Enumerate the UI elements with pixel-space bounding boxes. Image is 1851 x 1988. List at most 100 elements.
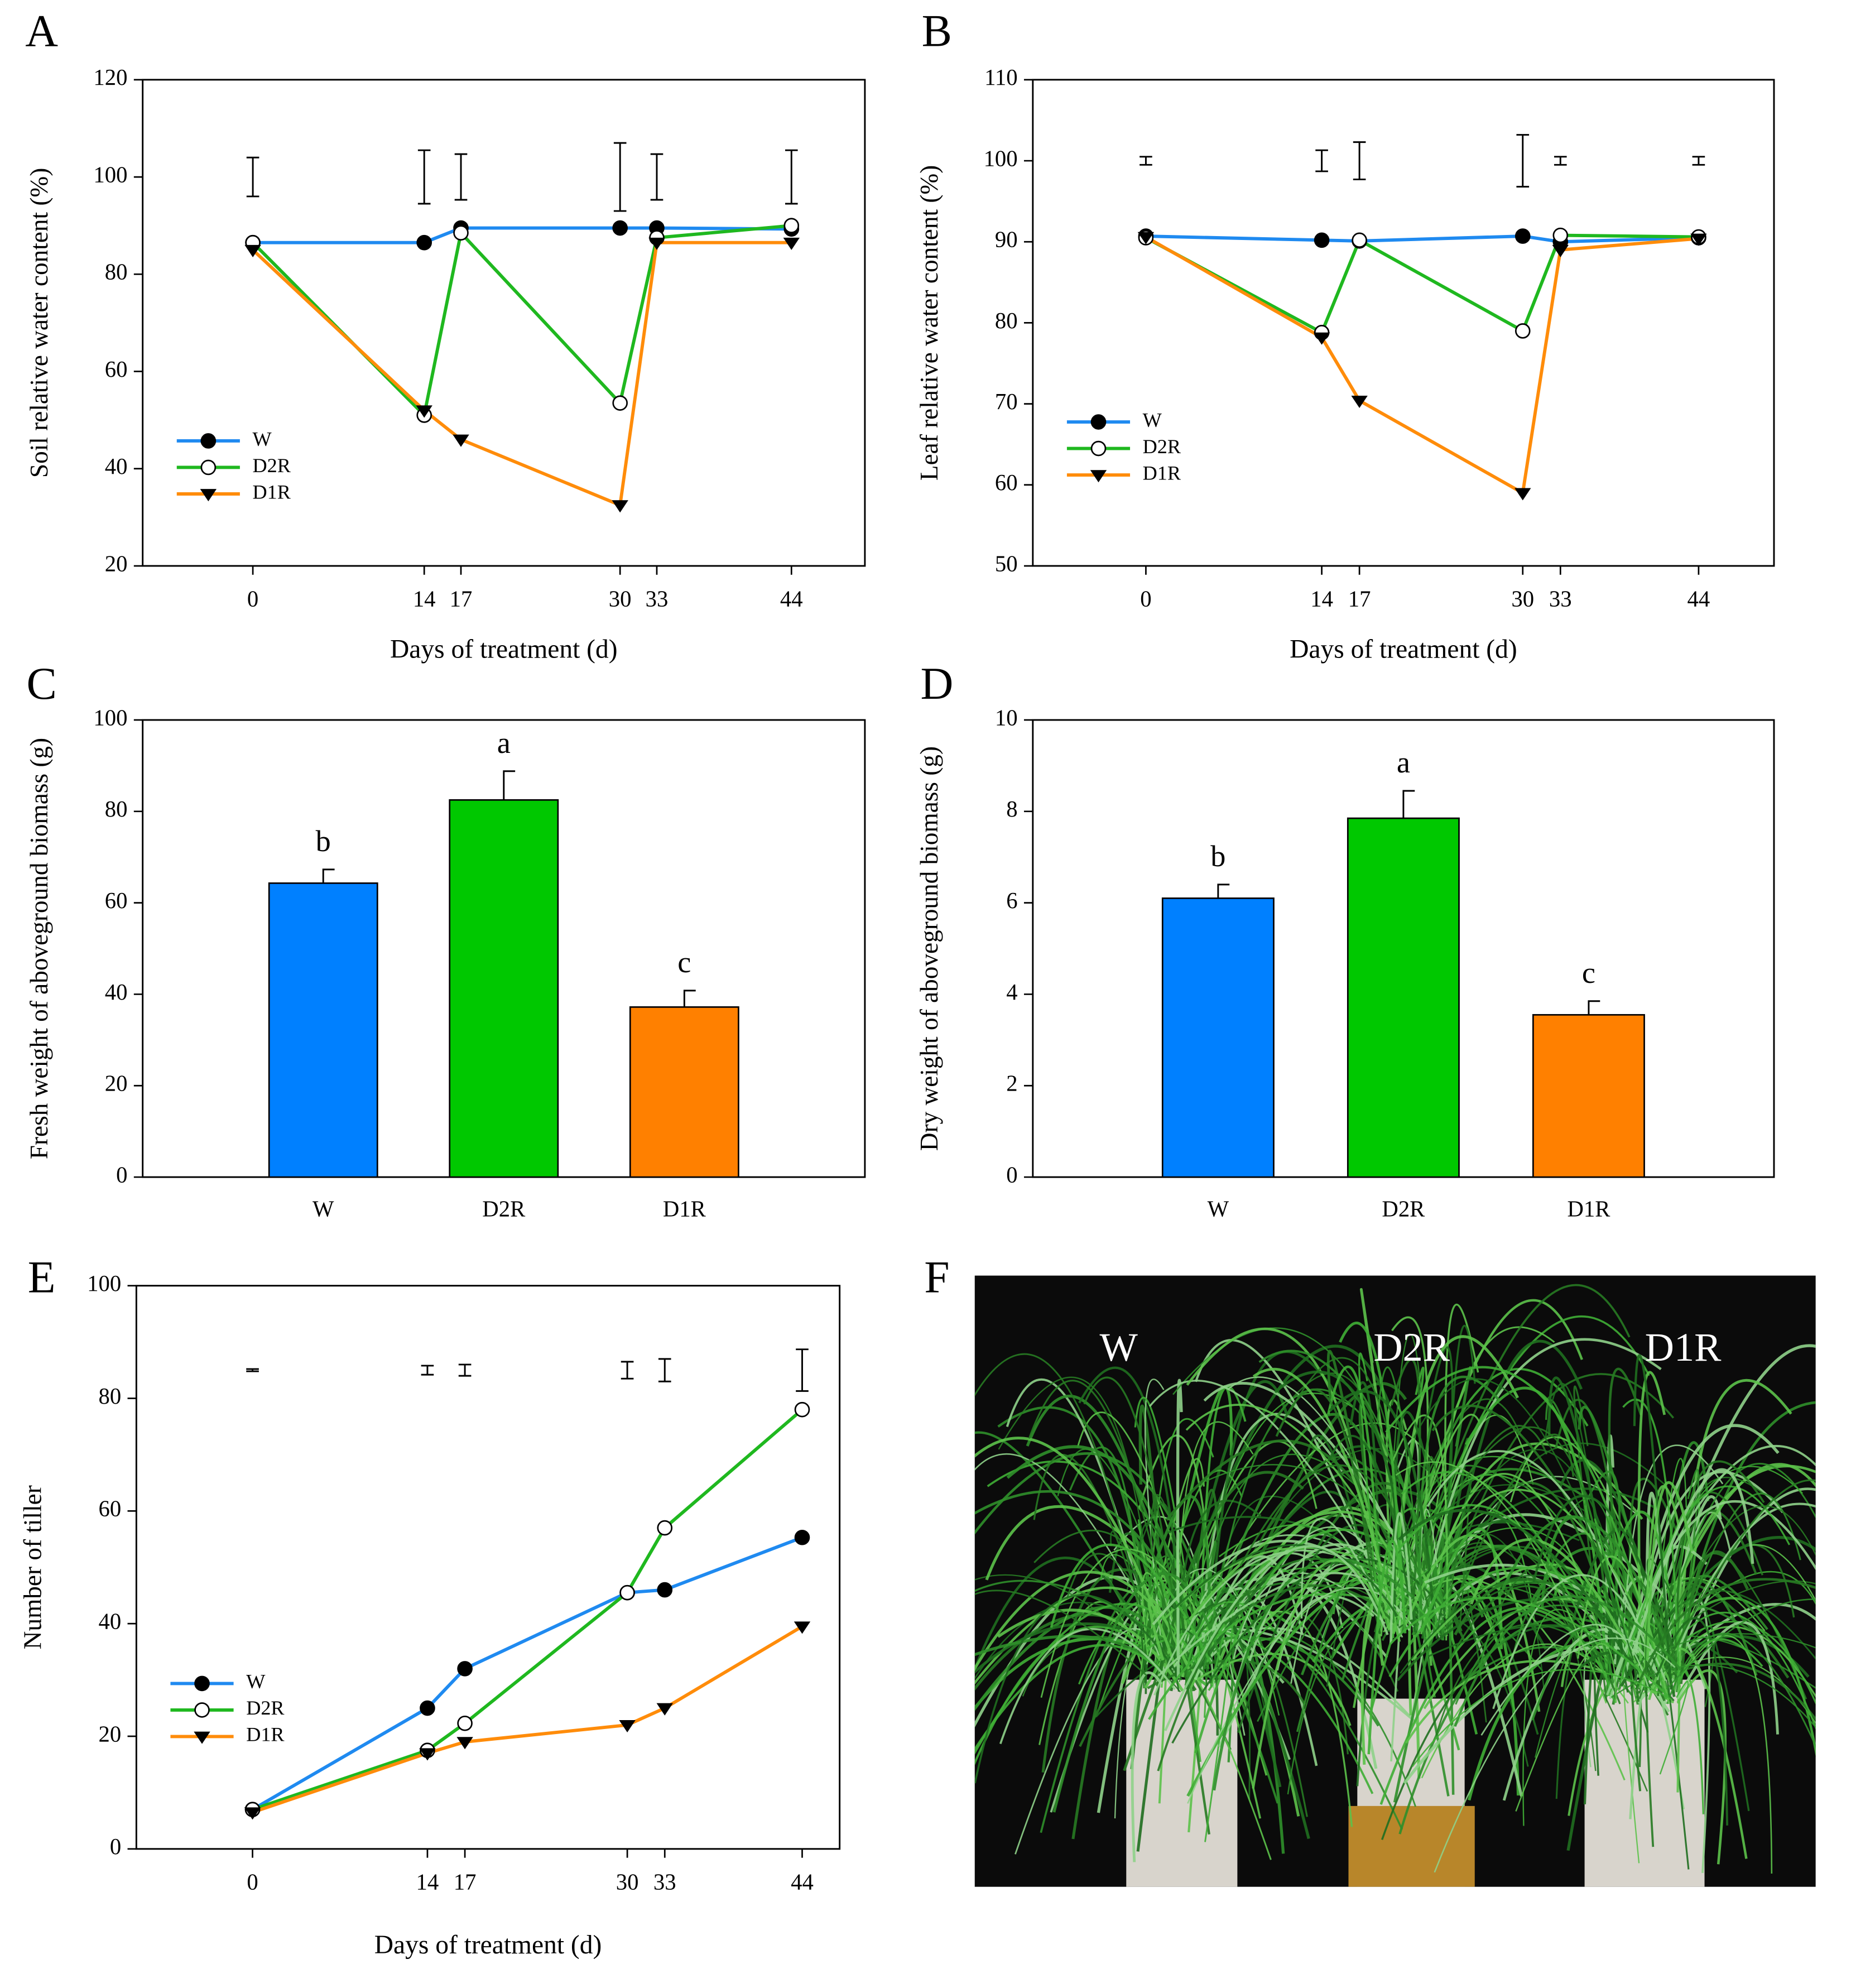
series-line [253,226,792,244]
x-axis-label: Days of treatment (d) [1290,635,1517,664]
y-axis-label: Soil relative water content (%) [25,168,53,478]
legend-marker [200,489,217,502]
grass-blade [1164,1545,1389,1731]
marker [416,405,432,418]
grass-blade [1148,1380,1410,1631]
grass-blade [1395,1461,1607,1704]
bar [1532,1014,1645,1178]
grass-blade [1185,1404,1432,1633]
grass-blade [1480,1624,1651,1736]
y-tick-label: 40 [105,454,128,479]
grass-blade [1213,1558,1414,1791]
marker [244,1807,261,1820]
marker [648,237,665,250]
grass-blade [999,1627,1176,1745]
grass-blade [1151,1470,1243,1645]
error-bar [1554,156,1567,166]
marker [457,1715,473,1731]
x-tick-label: 30 [609,587,632,612]
legend-label: W [253,428,272,450]
grass-blade [1646,1481,1694,1661]
series-line [1145,233,1699,335]
x-tick-label: D1R [1567,1197,1610,1222]
error-bar [613,142,627,212]
y-tick-label: 100 [984,146,1018,171]
y-tick-label: 100 [93,705,127,730]
grass-blade [1397,1456,1547,1594]
x-tick-label: 44 [791,1869,814,1894]
x-tick-label: 30 [1511,587,1534,612]
grass-blade [974,1557,1150,1673]
grass-blade [1376,1366,1422,1596]
grass-blade [1391,1335,1519,1620]
y-tick-label: 60 [98,1496,121,1521]
error-bar [796,1348,809,1392]
grass-blade [1515,1643,1617,1812]
grass-blade [1664,1479,1816,1669]
grass-blade [1194,1555,1304,1680]
grass-blade [1655,1617,1729,1826]
series-line [252,1535,803,1811]
grass-blade [1609,1500,1816,1699]
marker [419,1748,436,1761]
grass-blade [1242,1579,1441,1654]
bar [268,882,378,1178]
grass-blade [1227,1376,1424,1602]
plot-frame [142,79,866,567]
legend-label: D2R [246,1697,285,1719]
significance-letter: a [497,726,511,760]
x-tick-label: 33 [1549,587,1572,612]
photo-label: W [1100,1324,1138,1370]
x-axis-label: Days of treatment (d) [374,1931,602,1960]
marker [1351,395,1368,409]
grass-blade [974,1644,1164,1752]
error-bar [246,1368,259,1372]
y-tick-label: 2 [1006,1071,1017,1096]
error-bar [454,153,468,201]
grass-blade [1160,1636,1380,1727]
grass-blade [1449,1585,1621,1704]
marker [1515,228,1531,244]
panel-label: A [25,5,58,56]
grass-blade [1131,1671,1163,1862]
marker [1515,323,1531,339]
grass-blade [1039,1601,1145,1745]
grass-blade [1390,1358,1421,1623]
error-bar [1315,149,1328,172]
marker [1690,233,1707,246]
y-tick-label: 0 [110,1834,121,1859]
marker [1515,488,1531,501]
legend-marker [1090,470,1107,483]
legend-label: D2R [253,454,291,477]
y-axis-label: Number of tiller [19,1485,47,1649]
legend-label: D1R [253,481,291,503]
grass-blade [1622,1424,1780,1681]
y-tick-label: 80 [98,1384,121,1409]
y-tick-label: 40 [105,979,128,1005]
grass-blade [1677,1638,1763,1686]
grass-blade [1327,1434,1416,1632]
error-bar [1353,141,1366,180]
grass-blade [1680,1635,1773,1874]
significance-letter: c [677,945,691,979]
legend-marker [200,459,217,476]
bar [1161,897,1275,1178]
significance-letter: b [316,824,331,858]
grass-blade [1636,1578,1816,1688]
legend-marker [194,1731,210,1744]
marker [244,244,261,257]
marker [794,1401,810,1418]
grass-blade [1666,1487,1816,1694]
error-bar [1402,790,1415,819]
grass-blade [1146,1630,1374,1794]
y-tick-label: 100 [93,162,127,187]
marker [794,1529,810,1545]
plot-frame [135,1285,841,1850]
legend-marker [1090,414,1107,430]
grass-blade [1547,1376,1628,1677]
x-axis-label: Days of treatment (d) [390,635,618,664]
grass-blade [1413,1378,1634,1661]
grass-blade [998,1376,1159,1678]
grass-blade [1619,1485,1791,1685]
